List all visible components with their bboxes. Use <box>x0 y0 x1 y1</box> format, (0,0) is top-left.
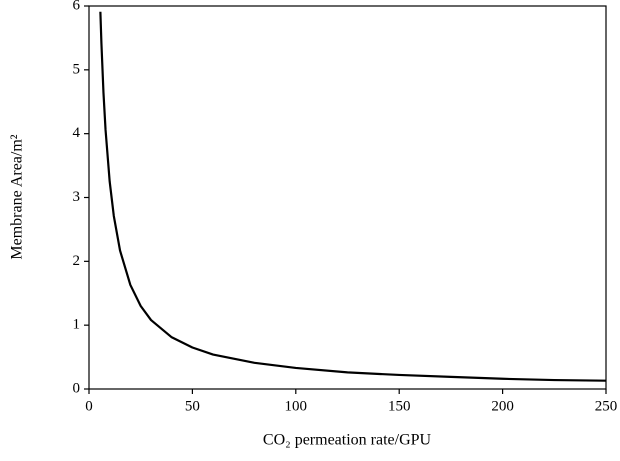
x-tick-label: 250 <box>595 398 618 414</box>
x-tick-label: 50 <box>185 398 200 414</box>
y-axis-title: Membrane Area/m² <box>9 134 26 259</box>
y-tick-label: 1 <box>73 317 81 333</box>
plot-frame <box>88 5 607 390</box>
line-series <box>99 11 607 382</box>
x-tick-label: 0 <box>85 398 93 414</box>
y-tick-label: 2 <box>73 253 81 269</box>
y-tick-label: 6 <box>73 0 81 13</box>
y-tick-label: 3 <box>73 189 81 205</box>
x-axis-title: CO₂ permeation rate/GPU <box>263 432 432 449</box>
y-tick-label: 5 <box>73 61 81 77</box>
y-tick-label: 4 <box>73 125 81 141</box>
y-tick-label: 0 <box>73 380 81 396</box>
x-tick-label: 100 <box>285 398 308 414</box>
x-tick-label: 200 <box>491 398 514 414</box>
x-tick-label: 150 <box>388 398 411 414</box>
